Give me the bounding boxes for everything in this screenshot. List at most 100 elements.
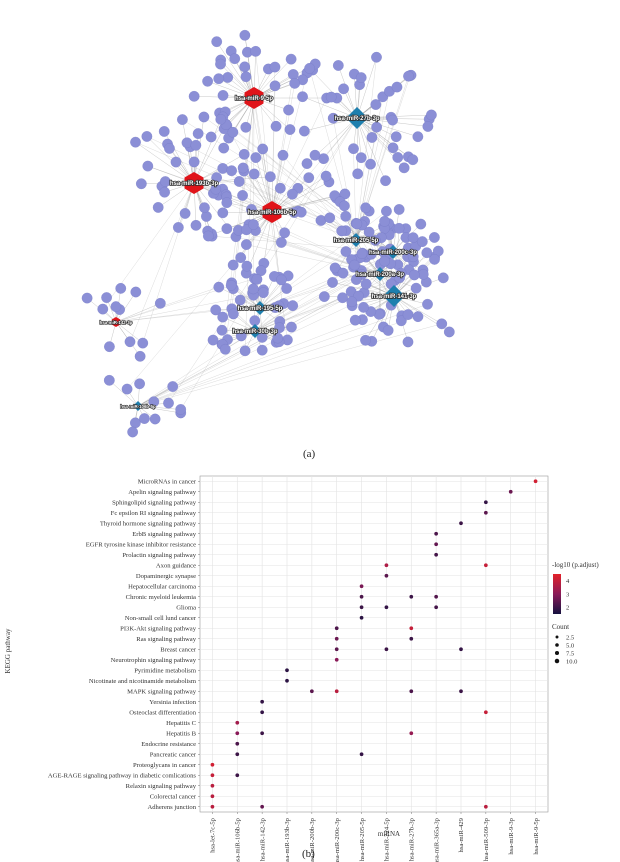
gene-node [309, 149, 321, 161]
gene-node [190, 139, 202, 151]
pathway-label: Ras signaling pathway [136, 636, 196, 643]
gene-node [139, 413, 150, 424]
network-edge [115, 309, 216, 323]
gene-node [207, 334, 219, 346]
gene-node [198, 111, 210, 123]
gene-node [256, 332, 268, 343]
mirna-hub-label: hsa-miR-200c-3p [369, 250, 417, 256]
gene-node [379, 255, 390, 267]
dot-point [285, 678, 289, 683]
network-edge [271, 85, 276, 213]
gene-node [395, 315, 407, 327]
gene-node [356, 248, 368, 259]
dot-point [409, 626, 414, 631]
dot-point [459, 521, 463, 526]
gene-node [325, 91, 337, 103]
gene-node [379, 215, 390, 227]
mirna-hub-label: hsa-miR-30b-3p [232, 329, 277, 335]
mirna-hub-label: hsa-miR-141-3p [372, 294, 417, 300]
gene-node [213, 281, 225, 293]
gene-node [159, 186, 170, 198]
gene-node [170, 156, 182, 168]
gene-node [422, 121, 434, 132]
pathway-label: PI3K-Akt signaling pathway [120, 625, 197, 632]
mirna-label: hsa-miR-106b-5p [234, 817, 241, 862]
gene-node [382, 325, 394, 336]
gene-node [199, 202, 210, 214]
gene-node [286, 321, 297, 333]
dot-point [484, 500, 488, 505]
mirna-label: hsa-miR-365a-3p [433, 817, 440, 862]
gene-node [412, 131, 424, 143]
gene-node [235, 252, 247, 263]
size-tick-label: 7.5 [566, 650, 574, 657]
mirna-hub-diamond [383, 285, 405, 307]
y-axis-title: KEGG pathway [4, 628, 12, 673]
pathway-label: Adherens junction [147, 804, 196, 811]
gene-node [137, 337, 149, 349]
gene-node [391, 81, 403, 93]
color-legend-title: -log10 (p.adjust) [552, 561, 599, 569]
gene-node [115, 283, 127, 294]
network-edge [255, 51, 273, 213]
pathway-label: Fc epsilon RI signaling pathway [111, 510, 197, 517]
dot-point [260, 731, 264, 736]
mirna-hub-diamond [253, 301, 267, 315]
network-edge [182, 119, 394, 253]
network-edge [115, 303, 161, 323]
dot-point [260, 804, 264, 809]
dot-point [434, 552, 438, 557]
gene-node [437, 272, 449, 284]
size-tick-label: 2.5 [566, 634, 574, 641]
network-edge [193, 124, 227, 184]
gene-node [227, 259, 239, 271]
pathway-label: Chronic myeloid leukemia [126, 594, 196, 601]
network-edge [233, 288, 261, 309]
gene-node [258, 287, 269, 299]
mirna-hub-diamond [133, 401, 143, 411]
network-edge [356, 117, 386, 181]
mirna-label: hsa-miR-193b-3p [284, 817, 291, 862]
gene-node [443, 326, 455, 338]
gene-node [387, 114, 398, 126]
mirna-hub-label: hsa-miR-27b-3p [334, 116, 379, 122]
gene-node [240, 121, 252, 133]
gene-node [241, 260, 253, 272]
pathway-label: EGFR tyrosine kinase inhibitor resistanc… [86, 541, 196, 548]
gene-node [393, 204, 405, 215]
mirna-label: hsa-miR-224-5p [384, 817, 391, 861]
gene-node [398, 162, 410, 174]
gene-node [415, 218, 427, 230]
dot-point [434, 531, 438, 536]
pathway-label: Endocrine resistance [141, 741, 196, 748]
dot-point [533, 479, 538, 484]
dot-point [334, 689, 339, 694]
dot-point [210, 804, 215, 809]
gene-node [188, 156, 200, 168]
pathway-label: Yersinia infection [149, 699, 196, 706]
gene-node [283, 104, 294, 116]
gene-node [136, 178, 147, 190]
gene-node [202, 230, 214, 242]
pathway-label: Thyroid hormone signaling pathway [100, 520, 197, 527]
network-edge [137, 405, 181, 410]
dot-point [334, 636, 339, 641]
pathway-label: MAPK signaling pathway [127, 688, 197, 695]
gene-node [336, 225, 348, 237]
pathway-label: Pyrimidine metabolism [134, 667, 197, 674]
gene-node [422, 298, 433, 310]
mirna-hub-diamond [373, 267, 387, 281]
network-edge [231, 97, 255, 309]
gene-node [393, 222, 405, 234]
network-edge [222, 316, 256, 332]
pathway-label: Neurotrophin signaling pathway [111, 657, 197, 664]
gene-node [190, 220, 202, 231]
network-edge [193, 116, 205, 184]
gene-node [218, 142, 230, 154]
network-edge [271, 195, 335, 213]
gene-node [248, 219, 259, 230]
mirna-labels: hsa-let-7c-5p hsa-miR-106b-5p hsa-miR-142-… [210, 812, 540, 862]
gene-node [350, 274, 362, 285]
pathway-label: Dopaminergic synapse [136, 573, 196, 580]
